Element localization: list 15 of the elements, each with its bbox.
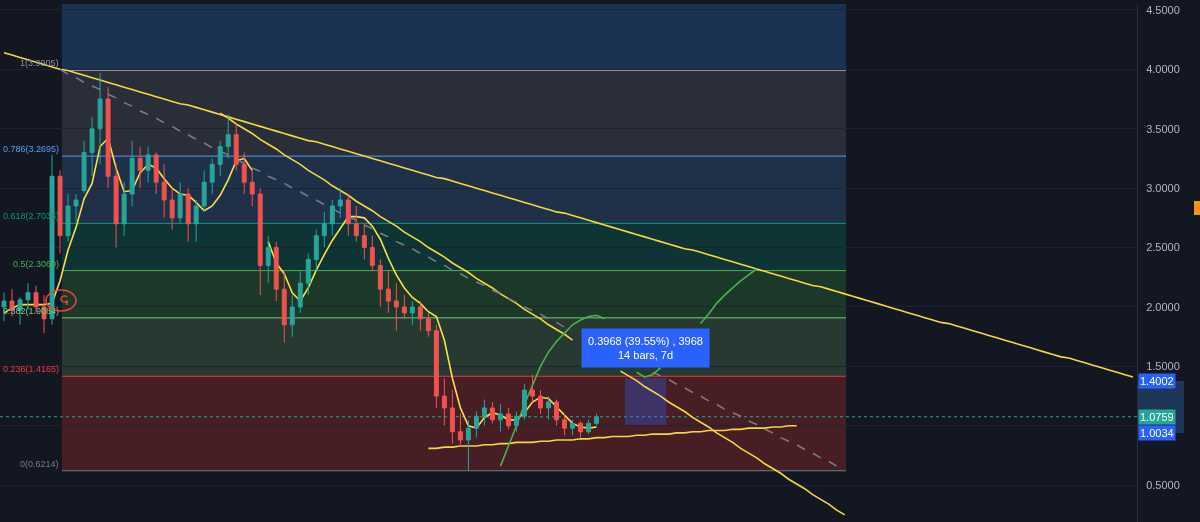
y-tick-label: 1.5000 (1146, 360, 1180, 373)
y-tick-label: 3.0000 (1146, 182, 1180, 194)
y-tick-label: 4.5000 (1146, 3, 1180, 16)
y-tick-label: 2.0000 (1146, 300, 1180, 313)
y-tick-label: 3.5000 (1146, 122, 1180, 135)
text: 1.0034 (1140, 427, 1174, 439)
ref-line-label: 0.236(1.4165) (3, 364, 60, 374)
text: 1.4002 (1140, 375, 1174, 387)
annotation: 0.3968 (39.55%) , 3968 14 bars, 7d (588, 335, 703, 362)
y-tick-label: 0.5000 (1146, 479, 1180, 492)
ref-line-label: 1.0759 (1140, 411, 1174, 423)
ref-line-label: 0.786(3.2695) (3, 144, 60, 154)
y-tick-label: 2.5000 (1146, 241, 1180, 254)
ref-line-label: 0(0.6214) (20, 459, 59, 469)
y-tick-label: 4.0000 (1146, 63, 1180, 76)
